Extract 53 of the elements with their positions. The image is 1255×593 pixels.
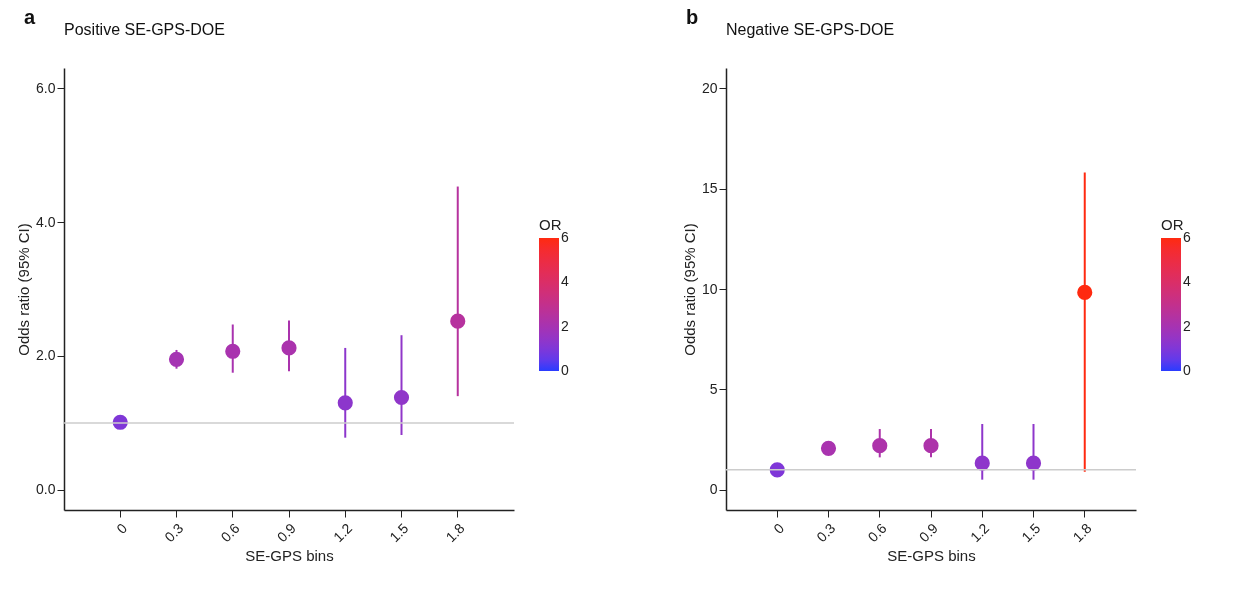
x-tick-label: 0.3 (813, 519, 839, 546)
x-tick-label: 1.5 (386, 519, 412, 546)
color-bar-label: 4 (561, 273, 569, 290)
y-tick-label: 4.0 (36, 213, 56, 230)
y-tick-label: 10 (701, 280, 718, 297)
point (872, 438, 888, 454)
x-tick-label: 0.9 (915, 519, 942, 546)
color-bar-label: 6 (1183, 229, 1191, 245)
color-bar-label: 0 (1183, 362, 1191, 378)
x-tick-label: 0.6 (217, 519, 243, 546)
point (450, 313, 466, 329)
point (923, 438, 939, 454)
x-tick-label: 0 (770, 519, 788, 537)
x-tick-label: 1.5 (1018, 519, 1044, 546)
point (393, 389, 410, 406)
y-tick-label: 6.0 (36, 79, 56, 96)
y-axis-title: Odds ratio (95% CI) (15, 223, 33, 356)
color-bar-title: OR (539, 216, 562, 233)
text: a (24, 6, 36, 28)
y-tick-label: 0 (709, 481, 718, 498)
point (281, 340, 297, 356)
y-tick-label: 5 (709, 380, 718, 397)
color-bar-label: 2 (561, 317, 569, 334)
y-tick-label: 2.0 (36, 347, 56, 364)
x-tick-label: 0.3 (161, 519, 187, 546)
x-tick-label: 0 (113, 519, 131, 537)
y-tick-label: 15 (701, 180, 718, 197)
point (168, 351, 185, 367)
chart-title: Positive SE-GPS-DOE (64, 21, 225, 38)
x-tick-label: 1.8 (442, 519, 468, 546)
color-bar-title: OR (1161, 216, 1184, 233)
x-tick-label: 1.8 (1069, 519, 1095, 546)
x-tick-label: 1.2 (330, 519, 356, 546)
x-tick-label: 0.6 (864, 519, 890, 546)
color-bar-label: 6 (561, 229, 569, 245)
chart-title: Negative SE-GPS-DOE (726, 21, 895, 38)
color-bar-label: 2 (1183, 317, 1191, 334)
point (974, 455, 990, 471)
y-tick-label: 20 (701, 79, 718, 96)
point (1025, 455, 1042, 471)
y-axis-title: Odds ratio (95% CI) (680, 223, 698, 356)
color-bar-label: 0 (561, 362, 569, 378)
point (225, 343, 241, 359)
x-axis-title: SE-GPS bins (245, 547, 334, 565)
y-tick-label: 0.0 (36, 481, 56, 498)
text: b (686, 6, 699, 28)
x-axis-title: SE-GPS bins (887, 547, 976, 565)
point (337, 395, 353, 411)
point (820, 440, 837, 456)
x-tick-label: 0.9 (273, 519, 300, 546)
x-tick-label: 1.2 (967, 519, 993, 546)
color-bar-label: 4 (1183, 273, 1191, 290)
point (1077, 284, 1093, 300)
